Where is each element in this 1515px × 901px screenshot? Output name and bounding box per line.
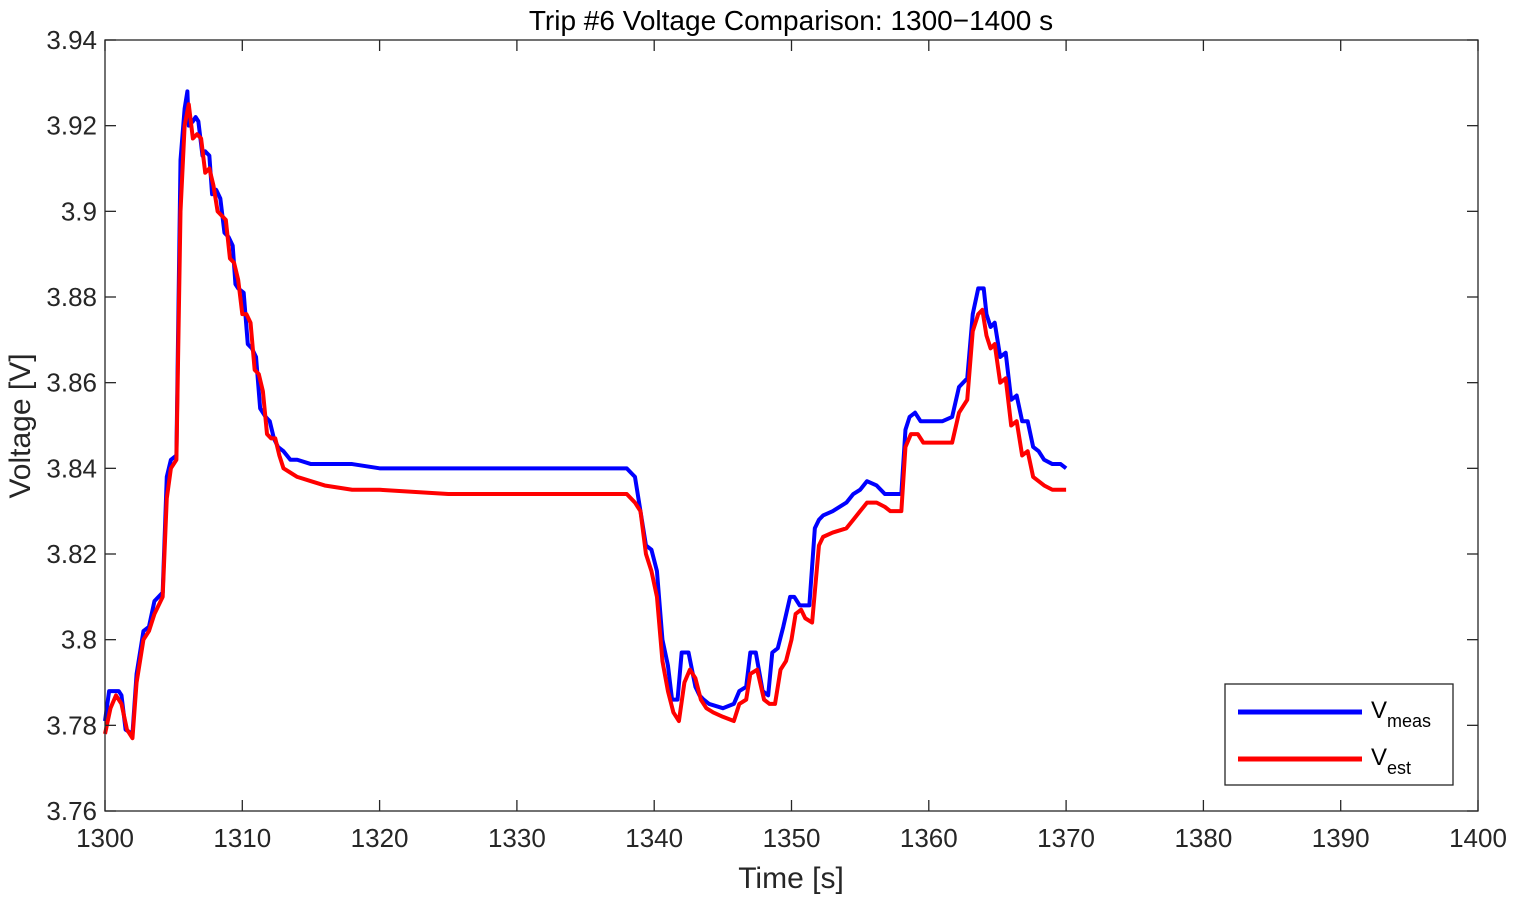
- series-lines: [103, 89, 1068, 741]
- x-tick-label: 1330: [488, 823, 546, 853]
- chart-title: Trip #6 Voltage Comparison: 1300−1400 s: [529, 5, 1053, 36]
- legend-label-est: Vest: [1371, 744, 1411, 778]
- y-tick-label: 3.8: [61, 625, 97, 655]
- legend-box: [1224, 683, 1454, 786]
- x-tick-label: 1340: [625, 823, 683, 853]
- series-line-meas: [103, 89, 1068, 736]
- x-tick-label: 1320: [351, 823, 409, 853]
- x-tick-label: 1400: [1449, 823, 1507, 853]
- y-tick-label: 3.94: [46, 25, 97, 55]
- x-tick-label: 1360: [900, 823, 958, 853]
- legend-label-meas: Vmeas: [1371, 697, 1431, 731]
- x-tick-label: 1370: [1037, 823, 1095, 853]
- y-tick-label: 3.82: [46, 539, 97, 569]
- y-tick-label: 3.88: [46, 282, 97, 312]
- y-axis-title: Voltage [V]: [4, 353, 37, 498]
- axis-ticks: 1300 1310 1320 1330 1340 1350 1360 1370 1380 1390…: [46, 25, 1507, 853]
- x-tick-label: 1390: [1312, 823, 1370, 853]
- x-tick-label: 1350: [763, 823, 821, 853]
- y-tick-label: 3.9: [61, 196, 97, 226]
- legend: Vmeas Vest: [1224, 683, 1454, 786]
- x-tick-label: 1380: [1174, 823, 1232, 853]
- y-tick-label: 3.92: [46, 111, 97, 141]
- y-tick-label: 3.86: [46, 368, 97, 398]
- series-line-est: [103, 102, 1067, 741]
- x-axis-title: Time [s]: [738, 862, 844, 895]
- y-tick-label: 3.78: [46, 710, 97, 740]
- plot-background: [105, 40, 1478, 811]
- y-tick-label: 3.84: [46, 453, 97, 483]
- x-tick-label: 1310: [213, 823, 271, 853]
- y-tick-label: 3.76: [46, 796, 97, 826]
- x-tick-label: 1300: [76, 823, 134, 853]
